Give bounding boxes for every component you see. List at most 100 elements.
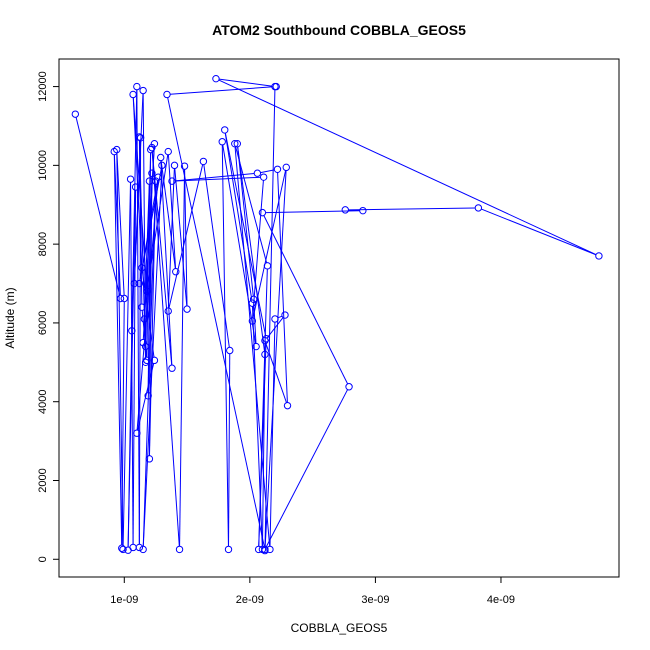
data-point (282, 163, 290, 172)
series-line-segment (151, 150, 180, 547)
data-point (158, 161, 166, 170)
series-line-segment (148, 184, 157, 456)
data-point (119, 545, 127, 554)
data-point (175, 545, 184, 554)
x-tick-label: 3e-09 (361, 594, 389, 606)
series-points (71, 74, 603, 555)
data-point (151, 177, 160, 185)
data-point (145, 455, 154, 463)
data-point (233, 139, 241, 148)
series-line-segment (252, 170, 287, 318)
y-tick-label: 4000 (37, 389, 49, 413)
data-point (133, 82, 141, 91)
series-line-segment (132, 97, 143, 265)
data-point (248, 299, 257, 307)
data-point (281, 311, 289, 319)
series-line-segment (481, 208, 597, 256)
data-point (150, 356, 159, 365)
data-point (252, 342, 260, 351)
series-line-segment (224, 132, 267, 336)
series-line-segment (160, 160, 176, 269)
series-line-segment (168, 164, 204, 309)
data-point (218, 138, 226, 146)
data-point (135, 279, 144, 288)
series-line-segment (219, 78, 272, 87)
data-point (183, 305, 191, 313)
data-point (140, 315, 149, 323)
series-line-segment (132, 190, 137, 545)
data-point (248, 317, 257, 325)
data-point (71, 110, 80, 118)
series-line-segment (146, 154, 169, 289)
series-line-segment (160, 160, 173, 366)
data-point (221, 126, 229, 134)
series-line-segment (222, 144, 257, 344)
data-point (263, 262, 272, 270)
series-line-segment (263, 215, 349, 385)
data-point (172, 268, 180, 276)
data-point (345, 383, 353, 391)
data-point (110, 147, 118, 156)
series-line-segment (116, 152, 124, 547)
series-line-segment (264, 89, 276, 548)
data-point (146, 145, 155, 154)
data-point (126, 175, 135, 183)
data-point (148, 169, 156, 177)
data-point (136, 134, 145, 142)
data-point (212, 74, 220, 83)
data-point (135, 133, 144, 141)
data-point (157, 153, 165, 162)
data-point (168, 364, 176, 372)
series-line-segment (174, 168, 188, 306)
series-line-segment (113, 154, 121, 296)
series-line-segment (127, 333, 133, 548)
series-line-segment (258, 268, 268, 547)
series-line-segment (151, 150, 173, 366)
series-line-segment (179, 169, 186, 547)
data-point (135, 543, 144, 552)
series-line-segment (122, 182, 132, 547)
data-point (474, 204, 483, 212)
series-line-segment (141, 270, 155, 358)
y-axis-label: Altitude (m) (3, 287, 17, 348)
data-point (168, 177, 176, 185)
series-line-segment (167, 168, 175, 308)
data-point (163, 90, 171, 99)
data-point (113, 145, 121, 154)
series-line-segment (237, 146, 254, 297)
series-line-segment (137, 363, 155, 431)
data-point (139, 86, 147, 95)
series-line-segment (218, 79, 597, 256)
data-point (141, 342, 150, 351)
y-tick-label: 10000 (37, 150, 49, 181)
series-line-segment (136, 180, 159, 431)
series-line-segment (167, 97, 265, 547)
data-point (150, 139, 159, 148)
series-line-segment (265, 389, 349, 547)
series-line-segment (348, 207, 476, 211)
series-line-segment (252, 180, 264, 318)
data-point (224, 545, 233, 554)
series-line-segment (116, 152, 125, 296)
series-line-segment (234, 146, 271, 547)
series-line-segment (138, 140, 143, 304)
series-line-segment (264, 170, 287, 548)
data-point (261, 350, 269, 359)
y-axis: 0 2000 4000 6000 8000 10000 12000 (37, 71, 60, 562)
data-point (266, 545, 274, 554)
series-line-segment (269, 322, 276, 547)
x-tick-label: 1e-09 (110, 594, 138, 606)
series-line-segment (167, 154, 177, 269)
data-point (180, 162, 189, 170)
x-axis-label: COBBLA_GEOS5 (291, 621, 388, 635)
data-point (253, 169, 262, 177)
series-line-segment (75, 117, 121, 296)
series-line-segment (221, 144, 229, 547)
series-line-segment (113, 154, 123, 546)
data-point (139, 545, 147, 554)
series-line-segment (277, 172, 288, 403)
series-line-segment (224, 132, 253, 301)
data-point (199, 157, 208, 166)
y-tick-label: 0 (37, 556, 49, 562)
